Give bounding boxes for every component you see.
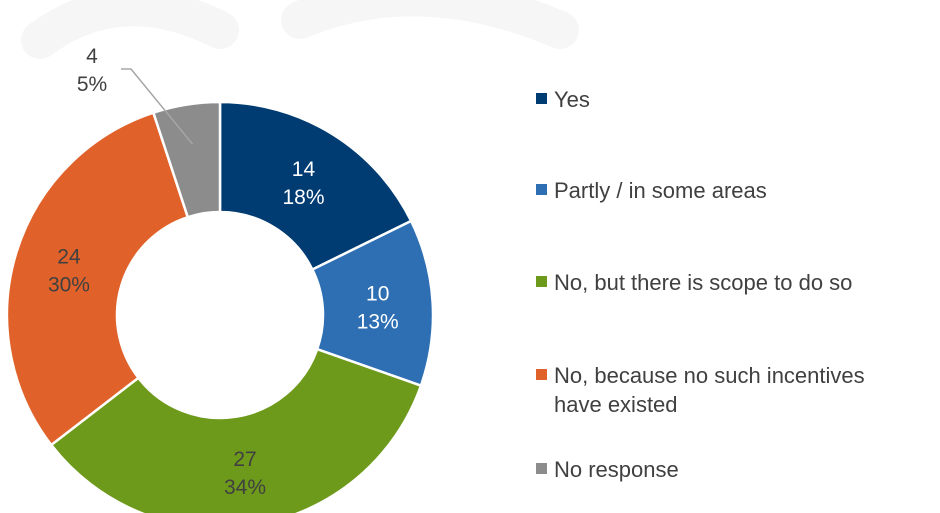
slices: [5, 100, 435, 513]
slice-percent-label: 18%: [282, 186, 324, 209]
legend-label: No, but there is scope to do so: [554, 270, 852, 295]
legend: Yes Partly / in some areas No, but there i…: [536, 87, 865, 482]
legend-label: Partly / in some areas: [554, 178, 767, 203]
legend-label: No response: [554, 457, 679, 482]
legend-swatch: [536, 276, 547, 287]
slice-percent-label: 30%: [48, 274, 90, 297]
legend-item: No, but there is scope to do so: [536, 270, 852, 295]
leader-lines: [121, 68, 194, 145]
slice-value-label: 27: [233, 448, 256, 471]
slice-1: [218, 100, 413, 272]
slice-value-label: 24: [57, 246, 81, 269]
legend-swatch: [536, 93, 547, 104]
slice-percent-label: 13%: [357, 311, 399, 334]
slice-percent-label: 5%: [77, 73, 107, 96]
slice-percent-label: 34%: [224, 476, 266, 499]
legend-swatch: [536, 369, 547, 380]
slice-4: [5, 111, 190, 447]
legend-label: have existed: [554, 392, 678, 417]
legend-item: Yes: [536, 87, 590, 112]
legend-swatch: [536, 463, 547, 474]
slice-5: [151, 100, 222, 219]
slice-3: [49, 347, 423, 513]
slice-value-label: 4: [86, 45, 98, 68]
slice-labels: 14 18% 10 13% 27 34% 24 30% 4 5%: [48, 45, 399, 499]
legend-label: Yes: [554, 87, 590, 112]
slice-value-label: 10: [366, 283, 389, 306]
legend-swatch: [536, 184, 547, 195]
legend-item: Partly / in some areas: [536, 178, 767, 203]
legend-item: No, because no such incentives have exist…: [536, 363, 865, 417]
watermark: [21, 0, 579, 59]
legend-item: No response: [536, 457, 679, 482]
leader-line: [121, 68, 194, 145]
legend-label: No, because no such incentives: [554, 363, 865, 388]
slice-value-label: 14: [292, 158, 316, 181]
